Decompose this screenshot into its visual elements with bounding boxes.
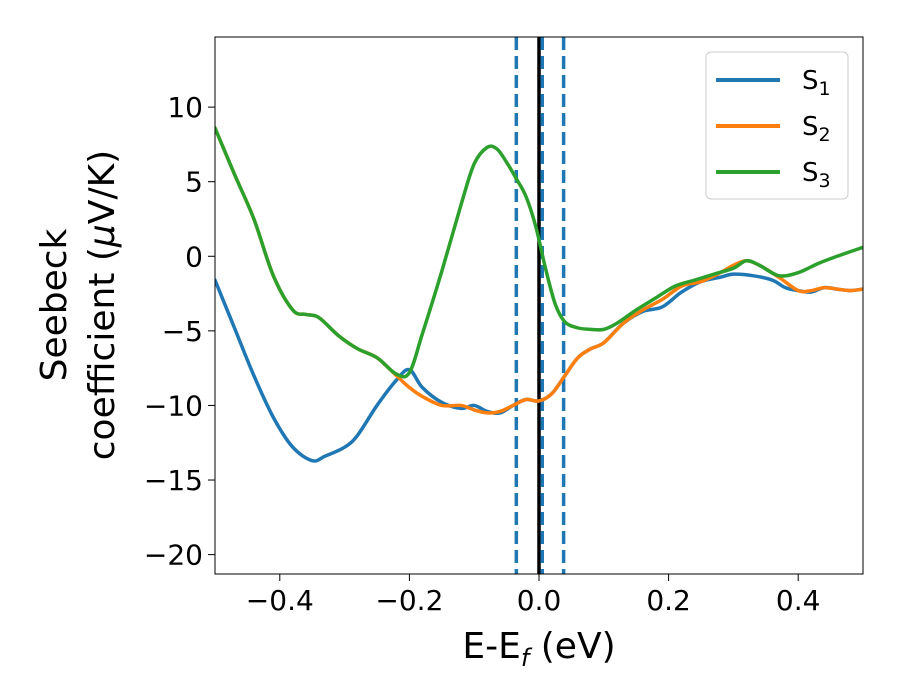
legend-label-s2: S2 bbox=[802, 112, 831, 146]
x-tick-label-4: 0.4 bbox=[776, 584, 821, 617]
y-tick-label-2: 0 bbox=[185, 240, 203, 273]
y-tick-label-5: −15 bbox=[144, 464, 203, 497]
x-axis-label: E-Ef (eV) bbox=[462, 626, 615, 672]
y-tick-label-0: 10 bbox=[167, 91, 203, 124]
y-tick-label-3: −5 bbox=[162, 315, 203, 348]
y-tick-label-1: 5 bbox=[185, 166, 203, 199]
y-axis-ticks: 10 5 0 −5 −10 −15 −20 bbox=[144, 91, 215, 572]
y-tick-label-4: −10 bbox=[144, 389, 203, 422]
legend-label-s1: S1 bbox=[802, 66, 831, 100]
x-axis-ticks: −0.4 −0.2 0.0 0.2 0.4 bbox=[246, 574, 821, 617]
x-tick-label-3: 0.2 bbox=[646, 584, 691, 617]
x-tick-label-0: −0.4 bbox=[246, 584, 314, 617]
series-line-s3 bbox=[215, 126, 863, 379]
y-axis-label-line2: coefficient (μV/K) bbox=[82, 150, 123, 460]
legend-label-s3: S3 bbox=[802, 158, 831, 192]
x-tick-label-1: −0.2 bbox=[375, 584, 443, 617]
series-group bbox=[215, 126, 863, 463]
x-tick-label-2: 0.0 bbox=[517, 584, 562, 617]
vertical-lines bbox=[514, 37, 566, 574]
y-tick-label-6: −20 bbox=[144, 539, 203, 572]
legend: S1 S2 S3 bbox=[705, 51, 849, 200]
y-axis-label-line1: Seebeck bbox=[34, 228, 75, 381]
